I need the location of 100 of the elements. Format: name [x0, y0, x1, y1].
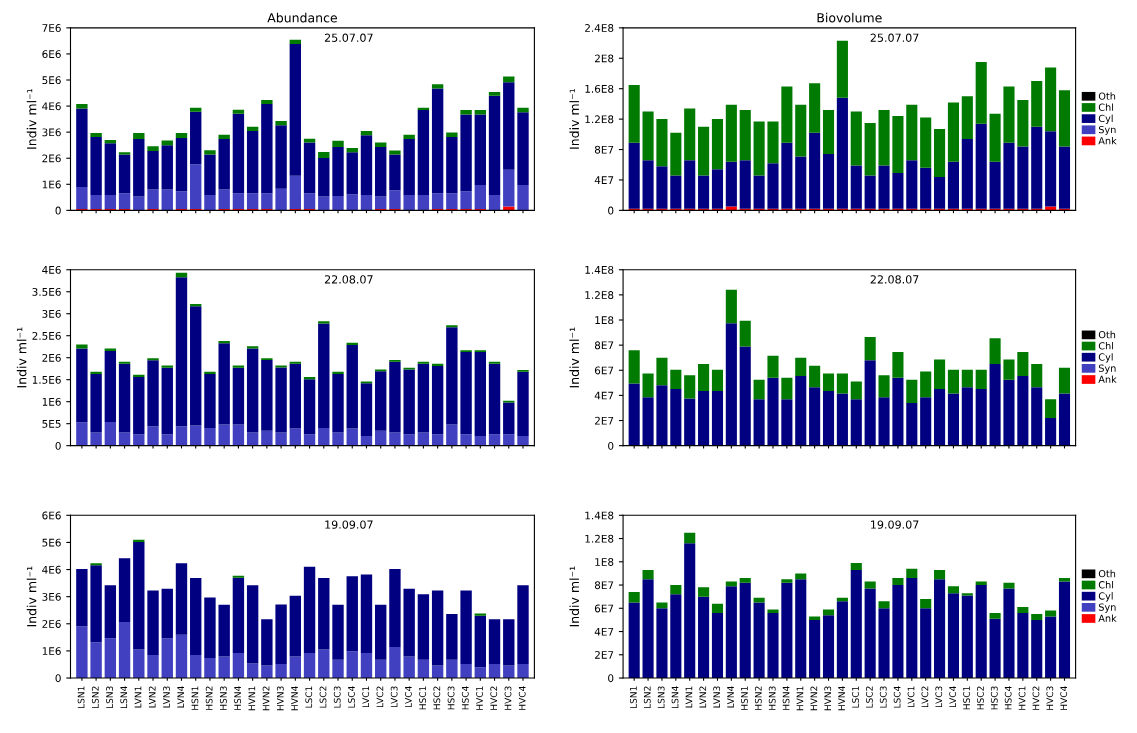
- legend-label: Syn: [1098, 125, 1116, 136]
- x-tick-label: HSC4: [461, 686, 469, 710]
- chart-title: Biovolume: [817, 12, 882, 23]
- y-tick-label: 4E7: [594, 627, 614, 636]
- y-tick-label: 1.2E8: [585, 291, 614, 299]
- x-tick-label: HSN1: [191, 686, 199, 710]
- x-tick-label: LSC2: [319, 686, 327, 708]
- y-tick-label: 0: [608, 674, 614, 683]
- y-tick-label: 1E8: [595, 558, 614, 566]
- y-tick-label: 1.2E8: [585, 534, 614, 543]
- x-tick-label: HSN4: [782, 686, 790, 710]
- y-tick-label: 3E6: [42, 309, 61, 318]
- legend-label: Cyl: [1098, 592, 1113, 602]
- x-tick-label: HVN4: [838, 686, 845, 711]
- x-tick-label: LSN4: [671, 686, 679, 709]
- y-tick-label: 3E6: [42, 128, 61, 137]
- legend-label: Ank: [1098, 136, 1117, 145]
- y-tick-label: 2.4E8: [585, 24, 614, 32]
- legend-label: Chl: [1098, 103, 1114, 111]
- x-tick-label: LVN4: [177, 686, 184, 708]
- x-tick-label: HVN4: [291, 686, 298, 711]
- legend-label: Chl: [1098, 580, 1114, 589]
- x-tick-label: LSC2: [865, 686, 873, 708]
- x-tick-label: HVN1: [248, 686, 256, 711]
- y-tick-label: 1.5E6: [32, 375, 61, 384]
- y-tick-label: 6E6: [42, 50, 61, 59]
- x-tick-label: HSN4: [234, 686, 242, 710]
- x-tick-label: HVC4: [518, 686, 526, 710]
- x-tick-label: LSN2: [91, 686, 99, 709]
- annotation: 25.07.07: [870, 33, 919, 42]
- x-tick-label: LVC2: [921, 686, 929, 708]
- x-tick-label: HVC4: [1060, 686, 1068, 710]
- x-tick-label: LVC1: [362, 686, 370, 708]
- x-tick-label: HSN2: [754, 686, 762, 710]
- legend-label: Cyl: [1098, 353, 1113, 363]
- y-tick-label: 2E7: [594, 651, 614, 659]
- legend-label: Syn: [1098, 364, 1116, 374]
- x-tick-label: HSC1: [963, 686, 970, 710]
- y-tick-label: 4E6: [42, 565, 61, 574]
- y-axis-title: Indiv ml⁻¹: [569, 327, 580, 388]
- x-tick-label: HSN3: [768, 686, 776, 710]
- y-tick-label: 6E6: [42, 511, 61, 520]
- y-tick-label: 1.6E8: [585, 84, 614, 93]
- x-tick-label: LVN1: [134, 686, 142, 708]
- annotation: 22.08.07: [870, 275, 919, 284]
- y-axis-title: Indiv ml⁻¹: [569, 88, 580, 149]
- y-axis-title: Indiv ml⁻¹: [26, 566, 37, 627]
- x-tick-label: HVN3: [824, 686, 832, 711]
- x-tick-label: HVC1: [476, 686, 483, 710]
- y-tick-label: 2.5E6: [32, 331, 61, 340]
- x-tick-label: HSN3: [219, 686, 227, 710]
- y-tick-label: 5E6: [42, 538, 61, 547]
- x-tick-label: HSN1: [741, 686, 748, 710]
- y-tick-label: 0: [55, 674, 61, 683]
- x-tick-label: LSC3: [879, 686, 887, 708]
- x-tick-label: HVN3: [276, 686, 284, 711]
- x-tick-label: LSC4: [348, 686, 355, 708]
- y-tick-label: 3.5E6: [32, 287, 61, 296]
- y-tick-label: 5E5: [42, 420, 61, 428]
- y-axis-title: Indiv ml⁻¹: [16, 327, 27, 388]
- y-tick-label: 4E6: [42, 265, 61, 274]
- y-tick-label: 0: [608, 441, 614, 450]
- x-tick-label: LSN4: [120, 686, 128, 709]
- x-tick-label: LVN2: [699, 686, 707, 708]
- y-axis-title: Indiv ml⁻¹: [569, 566, 580, 627]
- y-tick-label: 8E7: [594, 341, 614, 350]
- y-tick-label: 1.4E8: [585, 265, 614, 274]
- annotation: 22.08.07: [324, 275, 373, 284]
- y-tick-label: 1E6: [42, 397, 61, 406]
- x-tick-label: LSN1: [629, 686, 637, 709]
- y-tick-label: 1.4E8: [585, 511, 614, 520]
- y-tick-label: 2E8: [594, 54, 614, 63]
- y-tick-label: 6E7: [594, 366, 614, 375]
- x-tick-label: LVC2: [376, 686, 384, 708]
- y-tick-label: 0: [608, 206, 614, 215]
- x-tick-label: HVC2: [1032, 686, 1040, 710]
- x-tick-label: LSC1: [852, 686, 859, 708]
- x-tick-label: HVN2: [810, 686, 818, 711]
- y-tick-label: 0: [55, 206, 61, 215]
- y-tick-label: 6E7: [594, 604, 614, 613]
- x-tick-label: HSC3: [990, 686, 998, 710]
- y-tick-label: 2E6: [42, 154, 61, 163]
- y-tick-label: 1.2E8: [585, 115, 614, 124]
- x-tick-label: HSN2: [205, 686, 213, 710]
- y-tick-label: 4E6: [42, 102, 61, 111]
- x-tick-label: LVC3: [390, 686, 398, 708]
- y-tick-label: 2E7: [594, 416, 614, 425]
- annotation: 19.09.07: [871, 520, 919, 529]
- x-tick-label: HSC4: [1004, 686, 1012, 710]
- chart-title: Abundance: [267, 12, 337, 23]
- x-tick-label: LSN3: [106, 686, 113, 709]
- x-tick-label: LVN3: [163, 686, 170, 708]
- x-tick-label: HSC3: [447, 686, 455, 710]
- x-tick-label: LVC4: [949, 686, 957, 708]
- x-tick-label: LVN2: [148, 686, 156, 708]
- x-tick-label: HVN2: [262, 686, 270, 711]
- y-tick-label: 4E7: [594, 391, 614, 400]
- y-tick-label: 5E6: [42, 76, 61, 85]
- y-tick-label: 2E6: [42, 353, 61, 362]
- x-tick-label: LVC3: [935, 686, 943, 708]
